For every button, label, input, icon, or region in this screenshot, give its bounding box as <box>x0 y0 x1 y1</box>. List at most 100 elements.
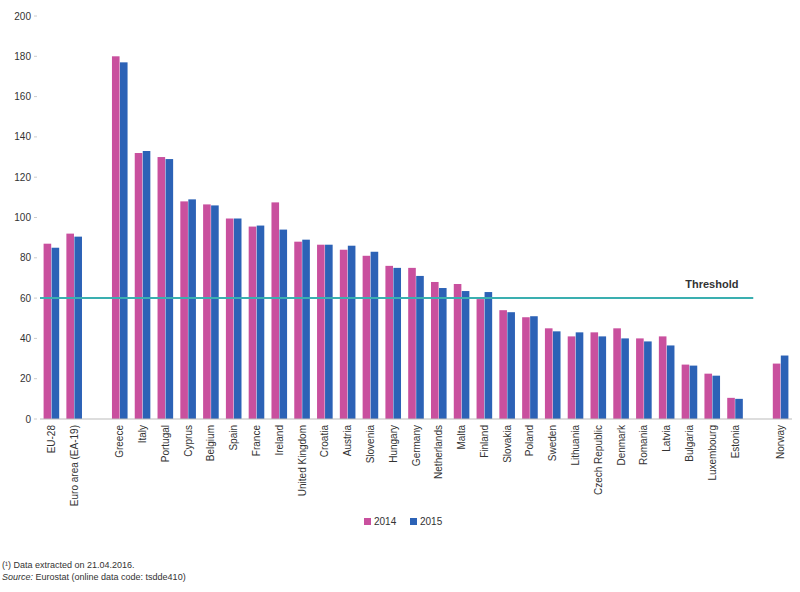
bar <box>568 336 576 419</box>
bar <box>667 345 675 419</box>
y-tick <box>34 419 37 420</box>
y-tick-label: 200 <box>14 11 31 22</box>
legend-swatch <box>410 518 417 525</box>
y-tick-label: 60 <box>20 293 32 304</box>
chart-container: 020406080100120140160180200ThresholdEU-2… <box>0 0 800 592</box>
bar <box>135 153 143 419</box>
y-tick-label: 0 <box>25 414 31 425</box>
bar <box>599 336 607 419</box>
legend-label: 2015 <box>420 516 443 527</box>
y-tick <box>34 56 37 57</box>
bar <box>348 246 356 419</box>
bar <box>690 366 698 419</box>
bar <box>302 240 310 419</box>
bar <box>659 336 667 419</box>
y-tick <box>34 257 37 258</box>
bar <box>462 291 470 419</box>
bar <box>74 237 82 419</box>
y-tick-label: 180 <box>14 51 31 62</box>
bar <box>211 205 219 419</box>
x-axis-line <box>40 419 792 420</box>
bar <box>522 317 530 419</box>
bar <box>188 199 196 419</box>
bar <box>644 341 652 419</box>
x-tick-label: Romania <box>638 425 649 465</box>
bar <box>363 256 371 419</box>
bar <box>704 374 712 419</box>
bar <box>735 399 743 419</box>
x-tick-label: Norway <box>775 425 786 459</box>
threshold-label: Threshold <box>685 278 738 290</box>
bar <box>120 62 128 419</box>
x-tick-label: Latvia <box>661 425 672 452</box>
bar <box>279 230 287 419</box>
x-tick-label: Ireland <box>274 425 285 456</box>
x-tick-label: Malta <box>456 425 467 450</box>
x-tick-label: Slovenia <box>365 425 376 464</box>
y-tick <box>34 217 37 218</box>
y-tick <box>34 338 37 339</box>
x-tick-label: Slovakia <box>502 425 513 463</box>
bars <box>44 56 789 419</box>
y-tick-label: 120 <box>14 172 31 183</box>
bar <box>393 268 401 419</box>
bar <box>166 159 174 419</box>
y-tick-label: 80 <box>20 252 32 263</box>
x-tick-label: Belgium <box>205 425 216 461</box>
source-label: Source: <box>2 572 34 582</box>
y-tick <box>34 378 37 379</box>
source: Source: Eurostat (online data code: tsdd… <box>2 572 186 582</box>
y-tick-label: 160 <box>14 91 31 102</box>
x-axis: EU-28Euro area (EA-19)GreeceItalyPortuga… <box>46 424 786 506</box>
bar <box>477 299 485 419</box>
legend-label: 2014 <box>374 516 397 527</box>
bar <box>485 292 493 419</box>
bar <box>408 268 416 419</box>
bar <box>454 284 462 419</box>
bar <box>317 245 325 419</box>
bar <box>431 282 439 419</box>
bar <box>545 328 553 419</box>
bar <box>636 338 644 419</box>
bar <box>507 312 515 419</box>
bar <box>682 365 690 419</box>
y-tick <box>34 136 37 137</box>
y-tick-label: 40 <box>20 333 32 344</box>
x-tick-label: Bulgaria <box>684 425 695 462</box>
x-tick-label: Spain <box>228 425 239 451</box>
y-tick-label: 100 <box>14 212 31 223</box>
x-tick-label: Italy <box>137 425 148 443</box>
bar <box>439 288 447 419</box>
x-tick-label: Finland <box>479 425 490 458</box>
bar <box>530 316 538 419</box>
y-tick-label: 20 <box>20 373 32 384</box>
bar <box>158 157 166 419</box>
bar <box>371 252 379 419</box>
bar <box>271 202 279 419</box>
bar <box>773 364 781 419</box>
bar <box>613 328 621 419</box>
x-tick-label: Poland <box>524 425 535 456</box>
x-tick-label: Denmark <box>616 424 627 466</box>
x-tick-label: Netherlands <box>433 425 444 479</box>
bar <box>257 226 265 419</box>
x-tick-label: Estonia <box>730 425 741 459</box>
bar <box>249 227 257 419</box>
x-tick-label: Euro area (EA-19) <box>69 425 80 506</box>
bar <box>44 244 52 419</box>
footnote: (¹) Data extracted on 21.04.2016. <box>2 560 135 570</box>
legend: 2014 2015 <box>364 516 443 527</box>
bar <box>727 398 735 419</box>
y-tick <box>34 96 37 97</box>
bar <box>781 356 789 419</box>
x-tick-label: Croatia <box>319 425 330 458</box>
y-tick <box>34 177 37 178</box>
bar <box>385 266 393 419</box>
bar <box>203 204 211 419</box>
x-tick-label: Lithuania <box>570 425 581 466</box>
x-tick-label: EU-28 <box>46 425 57 454</box>
chart-svg: 020406080100120140160180200ThresholdEU-2… <box>0 0 800 592</box>
bar <box>52 248 60 419</box>
source-text: Eurostat (online data code: tsdde410) <box>33 572 186 582</box>
bar <box>553 331 561 419</box>
